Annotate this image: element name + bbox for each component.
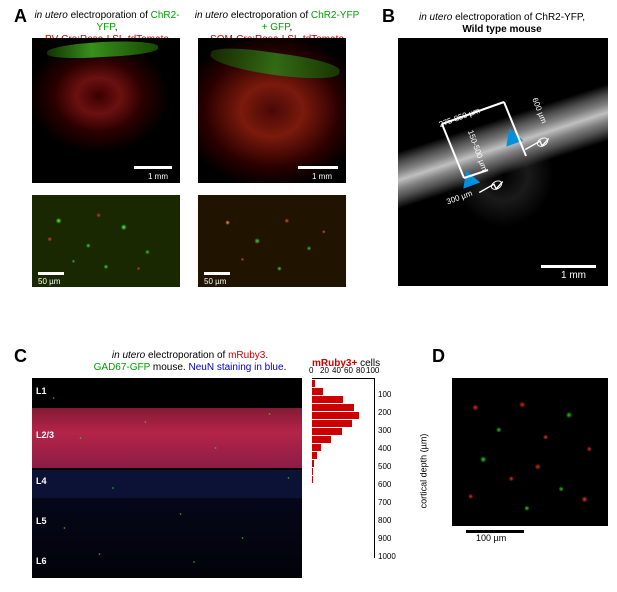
hist-bar (312, 412, 359, 419)
dimension-lines (398, 38, 608, 286)
blue-text: NeuN staining in blue (189, 362, 284, 373)
scalebar-label: 50 µm (38, 277, 60, 286)
panel-b-caption: in utero electroporation of ChR2-YFP, Wi… (402, 12, 602, 36)
layer-label-l6: L6 (36, 556, 47, 566)
panel-a-image-1-bottom: 50 µm (32, 195, 180, 287)
text: . (265, 350, 268, 361)
text: mouse. (150, 362, 188, 373)
hist-bar (312, 476, 313, 483)
scalebar (134, 166, 172, 169)
scalebar (204, 272, 230, 275)
scalebar-label: 1 mm (312, 172, 332, 181)
hist-bars (312, 380, 374, 556)
text: . (284, 362, 287, 373)
gfp-cells (32, 378, 302, 578)
hist-bar (312, 452, 317, 459)
y-tick: 300 (378, 426, 391, 435)
hist-bar (312, 444, 321, 451)
panel-c-label: C (14, 346, 27, 367)
y-tick: 800 (378, 516, 391, 525)
layer-label-l5: L5 (36, 516, 47, 526)
text: electroporation of ChR2-YFP, (452, 12, 585, 23)
y-tick: 400 (378, 444, 391, 453)
hist-bar (312, 380, 315, 387)
y-tick: 100 (378, 390, 391, 399)
hist-bar (312, 460, 314, 467)
y-tick: 500 (378, 462, 391, 471)
italic-text: in utero (112, 350, 145, 361)
y-tick: 200 (378, 408, 391, 417)
scalebar-label: 50 µm (204, 277, 226, 286)
y-tick: 600 (378, 480, 391, 489)
panel-d-scalebar-group: 100 µm (466, 530, 524, 543)
layer-label-l4: L4 (36, 476, 47, 486)
scalebar (541, 265, 596, 268)
x-tick: 100 (366, 366, 379, 375)
italic-text: in utero (419, 12, 452, 23)
text: , (115, 22, 118, 33)
scalebar-label: 100 µm (476, 533, 534, 543)
panel-c-image: L1 L2/3 L4 L5 L6 (32, 378, 302, 578)
y-axis-label: cortical depth (µm) (418, 434, 428, 509)
x-tick: 0 (309, 366, 313, 375)
panel-a-image-2-top: 1 mm (198, 38, 346, 183)
y-tick: 900 (378, 534, 391, 543)
text: , (290, 22, 293, 33)
bold-text: Wild type mouse (462, 24, 541, 35)
hist-bar (312, 396, 343, 403)
x-tick: 20 (320, 366, 329, 375)
x-tick: 40 (332, 366, 341, 375)
hist-bar (312, 436, 331, 443)
text: electroporation of (228, 10, 311, 21)
italic-text: in utero (195, 10, 228, 21)
text: electroporation of (68, 10, 151, 21)
hist-bar (312, 404, 354, 411)
layer-label-l1: L1 (36, 386, 47, 396)
panel-b-label: B (382, 6, 395, 27)
y-axis (374, 378, 375, 558)
panel-b-image: 275-850 µm 150-500 µm 600 µm 300 µm 1 mm (398, 38, 608, 286)
x-tick: 60 (344, 366, 353, 375)
panel-a-image-1-top: 1 mm (32, 38, 180, 183)
panel-a-image-2-bottom: 50 µm (198, 195, 346, 287)
panel-d-image (452, 378, 608, 526)
panel-c-caption: in utero electroporation of mRuby3. GAD6… (60, 350, 320, 374)
y-tick: 1000 (378, 552, 396, 561)
italic-text: in utero (34, 10, 67, 21)
hist-bar (312, 420, 352, 427)
scalebar (38, 272, 64, 275)
scalebar (298, 166, 338, 169)
panel-a-label: A (14, 6, 27, 27)
x-tick: 80 (356, 366, 365, 375)
text: electroporation of (145, 350, 228, 361)
scalebar-label: 1 mm (148, 172, 168, 181)
scalebar-label: 1 mm (561, 270, 586, 281)
layer-label-l23: L2/3 (36, 430, 54, 440)
y-tick: 700 (378, 498, 391, 507)
x-axis (312, 378, 374, 379)
green-text: GAD67-GFP (94, 362, 151, 373)
panel-d-label: D (432, 346, 445, 367)
hist-bar (312, 468, 313, 475)
hist-bar (312, 428, 342, 435)
hist-bar (312, 388, 323, 395)
histogram: 0 20 40 60 80 100 100 200 300 400 500 60… (312, 378, 390, 578)
red-text: mRuby3 (228, 350, 265, 361)
